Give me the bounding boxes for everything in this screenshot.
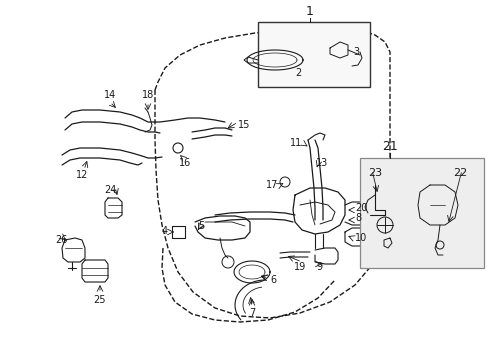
Text: 8: 8: [354, 213, 360, 223]
Text: 2: 2: [294, 68, 301, 78]
Text: 16: 16: [179, 158, 191, 168]
Text: 5: 5: [198, 221, 204, 231]
Text: 6: 6: [269, 275, 276, 285]
Text: 3: 3: [352, 47, 358, 57]
Text: 1: 1: [305, 5, 313, 18]
Text: 11: 11: [289, 138, 302, 148]
Bar: [359, 158, 483, 268]
Text: 25: 25: [94, 295, 106, 305]
Text: 9: 9: [315, 262, 322, 272]
Text: 19: 19: [293, 262, 305, 272]
Text: 10: 10: [354, 233, 366, 243]
Text: 20: 20: [354, 203, 366, 213]
Text: 18: 18: [142, 90, 154, 100]
Text: 15: 15: [238, 120, 250, 130]
Bar: [258, 22, 369, 87]
Text: 14: 14: [103, 90, 116, 100]
Text: 22: 22: [452, 168, 466, 178]
Text: 23: 23: [367, 168, 381, 178]
Text: 13: 13: [315, 158, 327, 168]
Text: 17: 17: [265, 180, 278, 190]
Text: 4: 4: [162, 226, 168, 236]
Text: 12: 12: [76, 170, 88, 180]
Text: 7: 7: [248, 308, 255, 318]
Text: 26: 26: [55, 235, 67, 245]
Text: 21: 21: [381, 140, 397, 153]
Text: 24: 24: [103, 185, 116, 195]
